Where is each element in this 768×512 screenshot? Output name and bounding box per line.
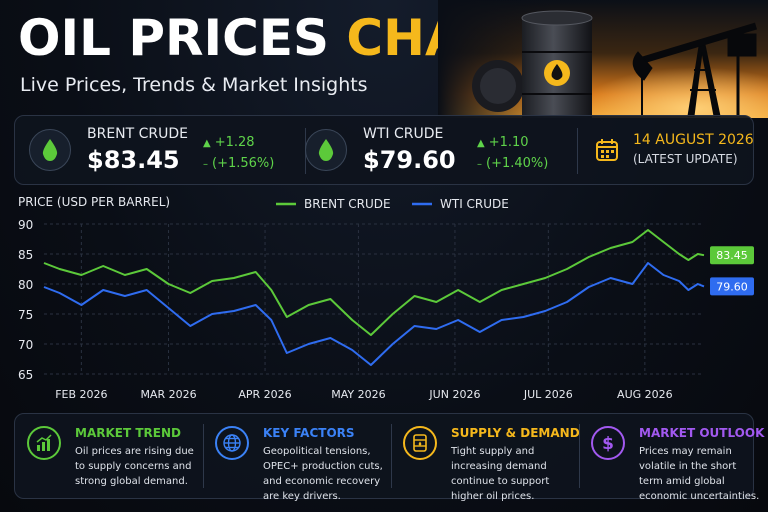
- x-tick-label: MAY 2026: [331, 388, 385, 401]
- end-label-box: [710, 277, 754, 296]
- update-date-note: (LATEST UPDATE): [633, 152, 738, 166]
- oil-drop-icon: [305, 129, 347, 171]
- series-line-wti: [43, 262, 705, 366]
- chart-legend: BRENT CRUDE WTI CRUDE: [276, 197, 509, 211]
- card-text: Geopolitical tensions, OPEC+ production …: [263, 446, 383, 502]
- y-tick-label: 65: [18, 368, 33, 382]
- page-subtitle: Live Prices, Trends & Market Insights: [20, 74, 368, 96]
- card-text: Oil prices are rising due to supply conc…: [75, 446, 194, 487]
- up-arrow-icon: ▲: [203, 138, 211, 149]
- y-axis-label: PRICE (USD PER BARREL): [18, 195, 170, 209]
- wti-name: WTI CRUDE: [363, 126, 444, 142]
- card-market-outlook: $ MARKET OUTLOOK Prices may remain volat…: [583, 422, 765, 502]
- card-title: MARKET OUTLOOK: [639, 426, 765, 440]
- card-title: SUPPLY & DEMAND: [451, 426, 580, 440]
- pump-jack-icon: [632, 22, 758, 117]
- bar-chart-icon: [27, 426, 61, 460]
- price-chart-svg: PRICE (USD PER BARREL) BRENT CRUDE WTI CR…: [18, 195, 754, 401]
- y-tick-label: 85: [18, 248, 33, 262]
- oil-barrel-icon: [403, 426, 437, 460]
- end-value-labels: 83.45 79.60: [710, 246, 754, 296]
- y-tick-label: 75: [18, 308, 33, 322]
- card-key-factors: KEY FACTORS Geopolitical tensions, OPEC+…: [207, 422, 387, 502]
- svg-text:$: $: [602, 434, 614, 453]
- insight-cards: MARKET TREND Oil prices are rising due t…: [14, 413, 764, 502]
- x-tick-label: JUN 2026: [428, 388, 480, 401]
- header: OIL PRICES CHART Live Prices, Trends & M…: [0, 0, 768, 118]
- chart-series: [43, 229, 705, 366]
- x-axis-ticks: FEB 2026 MAR 2026 APR 2026 MAY 2026 JUN 2026…: [55, 388, 672, 401]
- brent-change-abs: +1.28: [214, 135, 255, 150]
- price-chart: PRICE (USD PER BARREL) BRENT CRUDE WTI CR…: [0, 188, 768, 406]
- end-label-value: 79.60: [716, 280, 748, 293]
- card-text: Tight supply and increasing demand conti…: [451, 446, 550, 502]
- minus-icon: –: [203, 159, 208, 170]
- dollar-icon: $: [591, 426, 625, 460]
- chart-grid: [44, 223, 704, 375]
- calendar-icon: [596, 139, 618, 161]
- card-title: KEY FACTORS: [263, 426, 355, 440]
- minus-icon: –: [477, 159, 482, 170]
- oil-barrel-icon: [472, 10, 593, 118]
- up-arrow-icon: ▲: [477, 138, 485, 149]
- legend-label: WTI CRUDE: [440, 197, 509, 211]
- x-tick-label: MAR 2026: [140, 388, 196, 401]
- oil-drop-icon: [29, 129, 71, 171]
- update-date: 14 AUGUST 2026: [633, 132, 754, 148]
- brent-price: $83.45: [87, 146, 180, 174]
- globe-icon: [215, 426, 249, 460]
- x-tick-label: JUL 2026: [523, 388, 573, 401]
- oil-field-illustration: [438, 0, 768, 118]
- brent-name: BRENT CRUDE: [87, 126, 189, 142]
- legend-label: BRENT CRUDE: [304, 197, 391, 211]
- end-label-box: [710, 246, 754, 265]
- x-tick-label: APR 2026: [238, 388, 291, 401]
- y-tick-label: 70: [18, 338, 33, 352]
- x-tick-label: FEB 2026: [55, 388, 107, 401]
- y-axis-ticks: 65 70 75 80 85 90: [18, 218, 33, 382]
- card-text: Prices may remain volatile in the short …: [639, 446, 760, 502]
- y-tick-label: 80: [18, 278, 33, 292]
- title-main: OIL PRICES: [18, 9, 329, 67]
- y-tick-label: 90: [18, 218, 33, 232]
- card-market-trend: MARKET TREND Oil prices are rising due t…: [19, 422, 199, 492]
- end-label-value: 83.45: [716, 249, 748, 262]
- x-tick-label: AUG 2026: [617, 388, 673, 401]
- brent-change-pct: (+1.56%): [212, 156, 275, 171]
- card-supply-demand: SUPPLY & DEMAND Tight supply and increas…: [395, 422, 580, 502]
- wti-change-abs: +1.10: [488, 135, 529, 150]
- brent-change: ▲ +1.28 – (+1.56%): [203, 133, 274, 175]
- wti-change-pct: (+1.40%): [486, 156, 549, 171]
- series-line-brent: [43, 229, 705, 336]
- wti-price: $79.60: [363, 146, 456, 174]
- wti-change: ▲ +1.10 – (+1.40%): [477, 133, 548, 175]
- price-summary-panel: BRENT CRUDE $83.45 ▲ +1.28 – (+1.56%) WTI …: [14, 115, 754, 185]
- card-title: MARKET TREND: [75, 426, 181, 440]
